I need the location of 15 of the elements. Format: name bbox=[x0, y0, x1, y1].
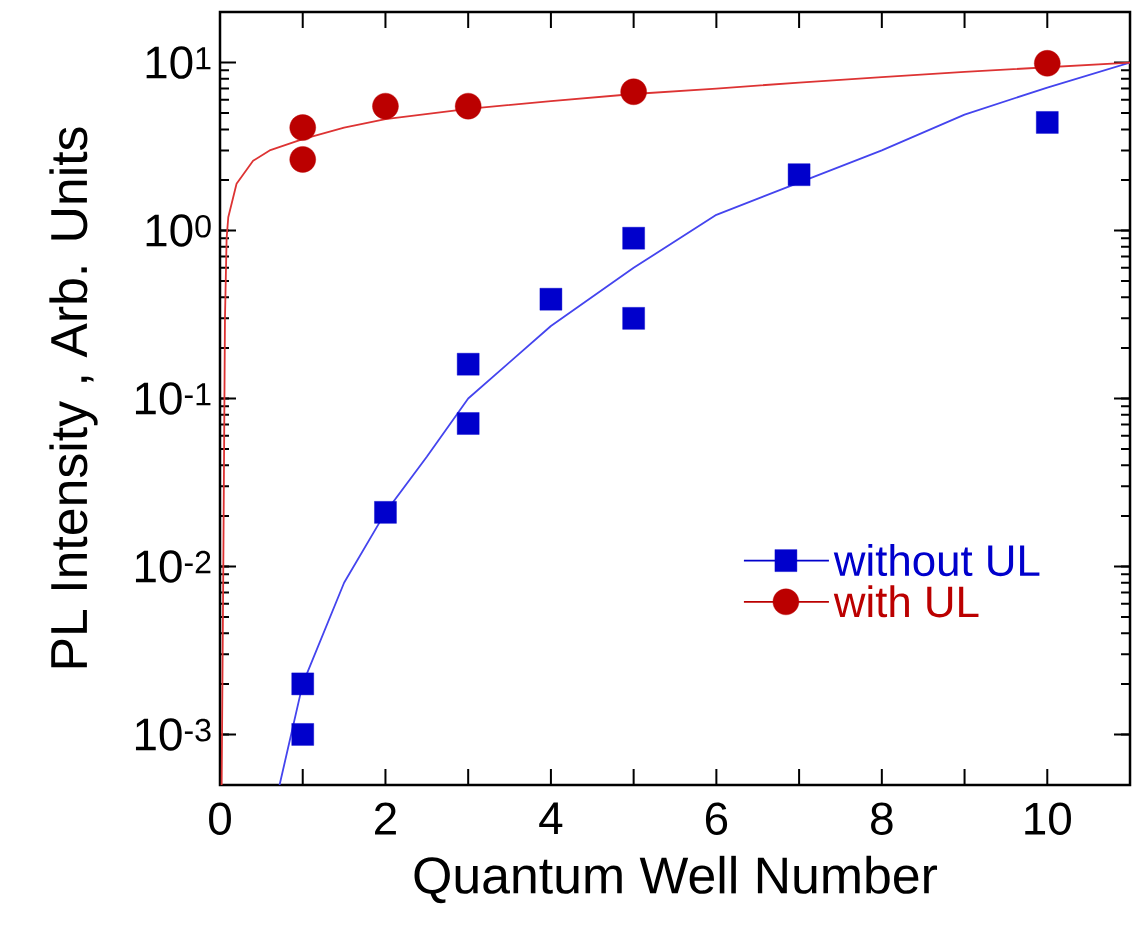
x-tick-label: 6 bbox=[705, 802, 728, 835]
x-tick-label: 2 bbox=[375, 802, 396, 835]
legend-label: without UL bbox=[833, 543, 1040, 577]
x-tick-label: 4 bbox=[539, 802, 563, 835]
y-tick-label: 10$^{1}$ bbox=[146, 46, 211, 79]
legend-label: with UL bbox=[833, 585, 979, 618]
x-tick-label: 0 bbox=[209, 802, 231, 835]
y-axis-title: PL Intensity , Arb. Units bbox=[49, 127, 98, 668]
y-tick-label: 10$^{-3}$ bbox=[135, 718, 211, 751]
x-tick-label: 8 bbox=[871, 802, 893, 835]
x-axis-title: Quantum Well Number bbox=[414, 855, 938, 904]
y-tick-label: 10$^{0}$ bbox=[146, 214, 211, 247]
x-tick-label: 10 bbox=[1025, 802, 1071, 835]
y-tick-label: 10$^{-2}$ bbox=[135, 550, 211, 583]
y-tick-label: 10$^{-1}$ bbox=[135, 382, 211, 415]
